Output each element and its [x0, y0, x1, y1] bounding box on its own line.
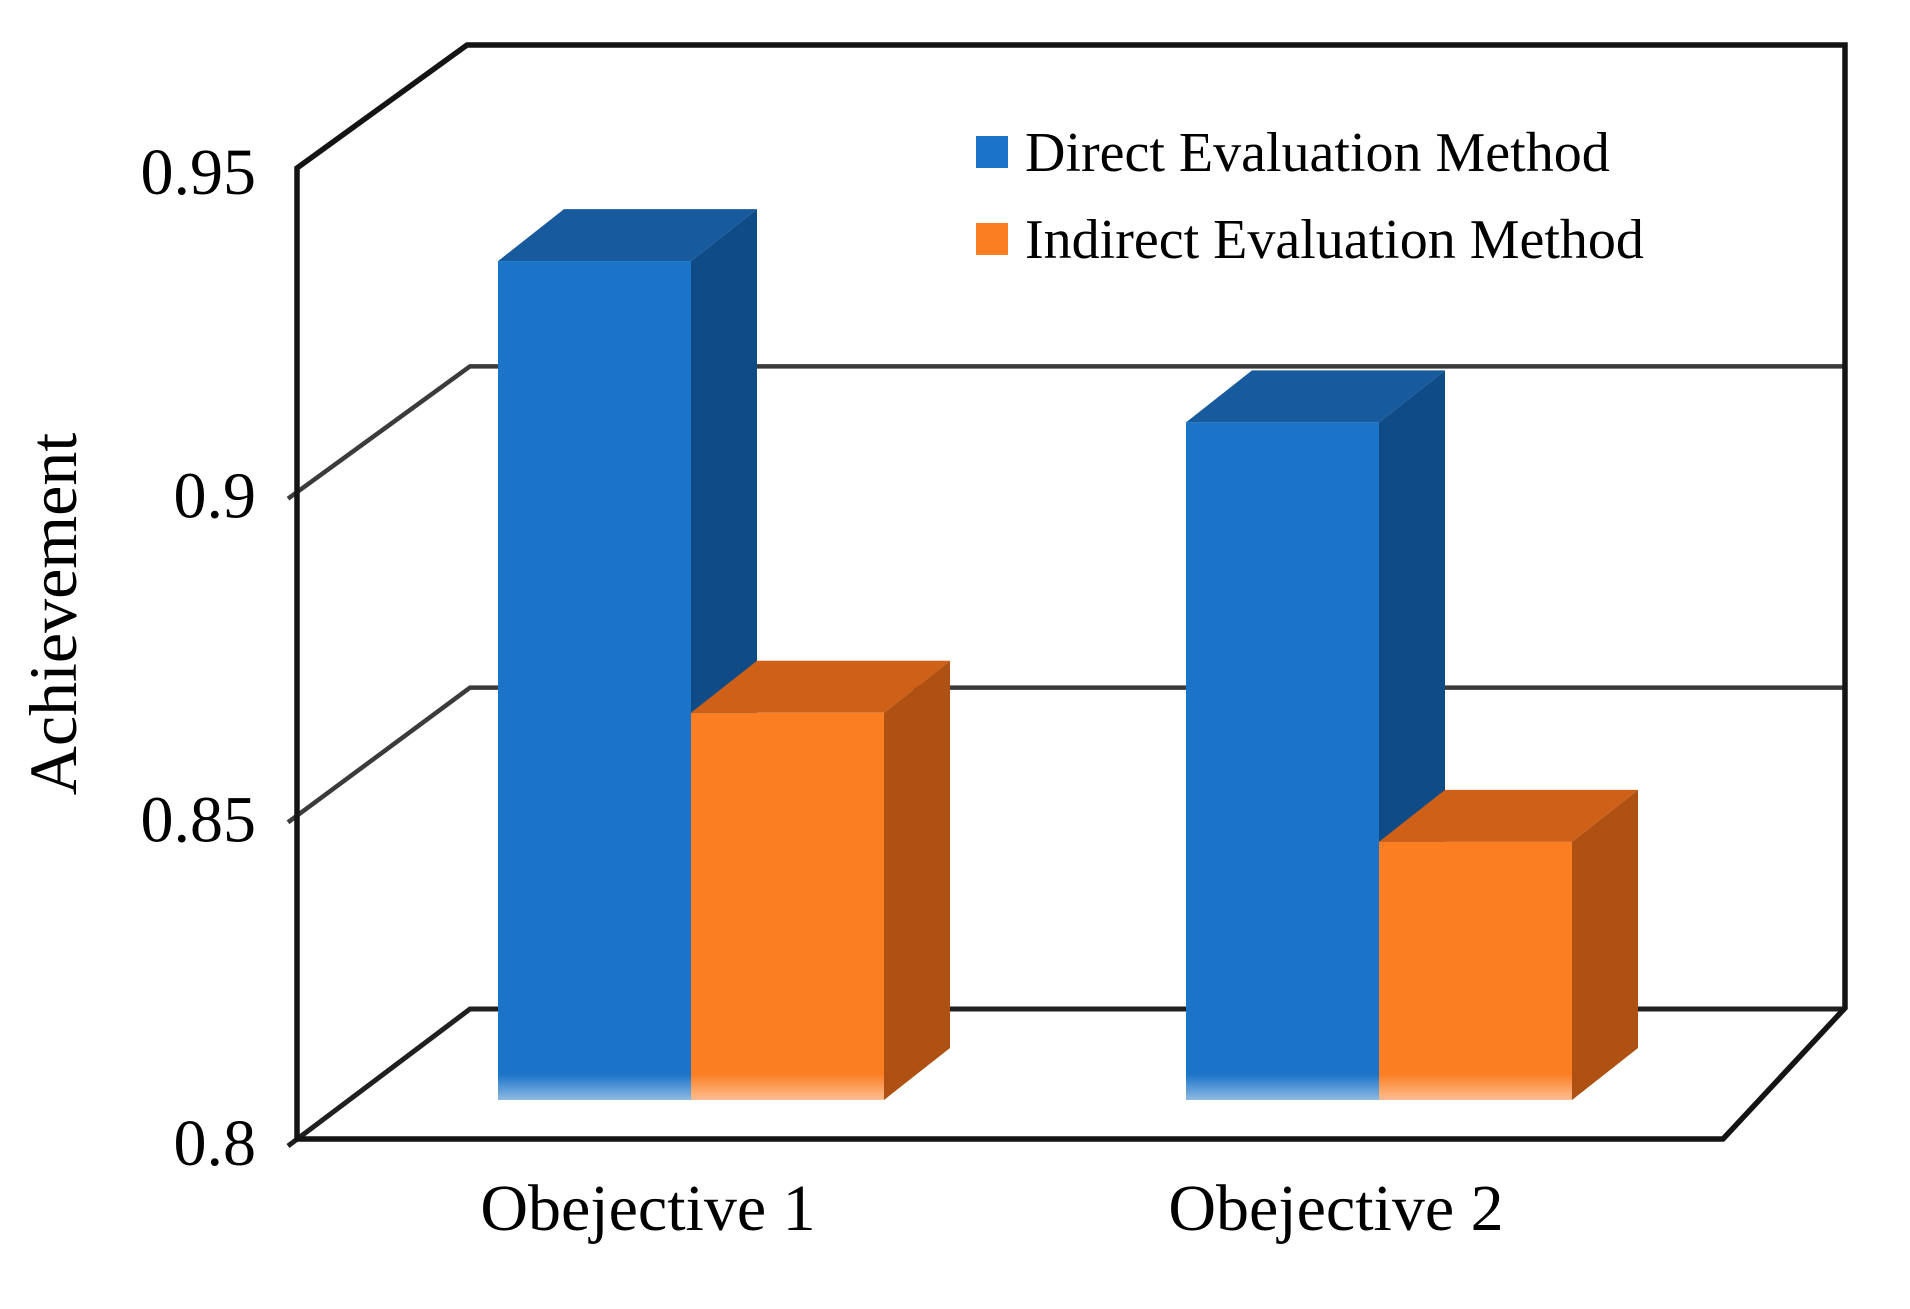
legend-label-direct: Direct Evaluation Method [1025, 122, 1610, 184]
plot-frame [294, 42, 1848, 1142]
legend-swatch-indirect [976, 223, 1008, 255]
gridline-0.9 [286, 364, 1845, 501]
tick-label-0.95: 0.95 [141, 136, 257, 209]
bar-direct-1-reflection [498, 1074, 691, 1100]
bar-indirect-1-side-face [884, 660, 950, 1100]
bar-indirect-2-side-face [1572, 789, 1638, 1100]
bar-indirect-2-reflection [1379, 1074, 1572, 1100]
bar-series [498, 209, 1638, 1101]
bar-indirect-2 [1379, 789, 1638, 1100]
bar-direct-2-reflection [1186, 1074, 1379, 1100]
bar-direct-1-front-face [498, 261, 691, 1101]
category-labels: Obejective 1 Obejective 2 [480, 1172, 1503, 1245]
tick-label-0.8: 0.8 [174, 1107, 257, 1180]
legend-swatch-direct [976, 136, 1008, 168]
bar-direct-2-top-face [1186, 370, 1445, 423]
bar-direct-1-top-face [498, 209, 757, 262]
bar-direct-2-front-face [1186, 422, 1379, 1100]
category-label-1: Obejective 1 [480, 1172, 815, 1245]
bar-indirect-1-front-face [691, 712, 884, 1100]
legend: Direct Evaluation Method Indirect Evaluat… [976, 122, 1644, 271]
y-axis-tick-labels: 0.8 0.85 0.9 0.95 [141, 136, 257, 1180]
bar-indirect-1 [691, 660, 950, 1100]
tick-label-0.9: 0.9 [174, 460, 257, 533]
tick-label-0.85: 0.85 [141, 783, 257, 856]
bar-indirect-1-top-face [691, 660, 950, 713]
bar-indirect-2-front-face [1379, 841, 1572, 1100]
y-axis-title: Achievement [15, 433, 91, 796]
bar-indirect-1-reflection [691, 1074, 884, 1100]
bar-indirect-2-top-face [1379, 789, 1638, 842]
category-label-2: Obejective 2 [1168, 1172, 1503, 1245]
legend-label-indirect: Indirect Evaluation Method [1025, 209, 1644, 271]
